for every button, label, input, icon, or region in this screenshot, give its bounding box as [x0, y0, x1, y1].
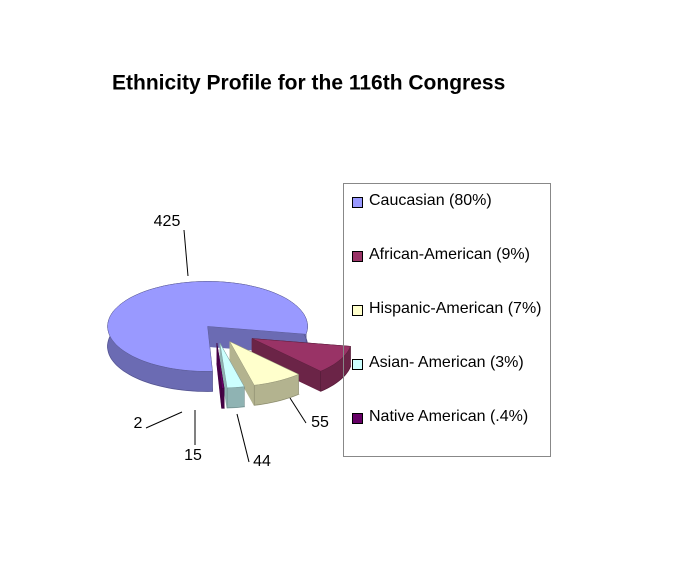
slice-side	[221, 387, 225, 409]
pie-slice	[219, 342, 246, 409]
chart-title: Ethnicity Profile for the 116th Congress	[112, 72, 505, 95]
slice-top	[229, 341, 300, 386]
legend-entry: Hispanic-American (7%)	[350, 300, 546, 354]
data-label: 55	[311, 414, 329, 431]
legend-swatch	[352, 197, 363, 208]
leader-line	[183, 229, 189, 277]
legend-label: African-American (9%)	[369, 246, 530, 263]
legend-entry: African-American (9%)	[350, 246, 546, 300]
legend-swatch	[352, 251, 363, 262]
leader-line	[236, 413, 250, 463]
legend-entry: Asian- American (3%)	[350, 354, 546, 408]
slice-top	[219, 342, 245, 389]
data-label: 2	[134, 415, 143, 432]
legend-label: Hispanic-American (7%)	[369, 300, 542, 317]
legend-swatch	[352, 305, 363, 316]
legend: Caucasian (80%) African-American (9%) Hisp…	[343, 183, 551, 457]
legend-swatch	[352, 359, 363, 370]
slice-top	[216, 343, 225, 389]
leader-line	[145, 411, 183, 429]
legend-entry: Caucasian (80%)	[350, 192, 546, 246]
data-label: 44	[253, 453, 271, 470]
slice-side	[226, 386, 245, 409]
legend-label: Caucasian (80%)	[369, 192, 492, 209]
legend-entry: Native American (.4%)	[350, 408, 546, 462]
data-label: 15	[184, 447, 202, 464]
slice-top	[251, 338, 351, 372]
leader-line	[289, 397, 307, 424]
pie-slice	[228, 340, 300, 407]
pie-slice	[216, 343, 225, 409]
legend-label: Asian- American (3%)	[369, 354, 524, 371]
legend-label: Native American (.4%)	[369, 408, 529, 425]
data-label: 425	[154, 213, 181, 230]
legend-swatch	[352, 413, 363, 424]
slice-top	[107, 281, 308, 372]
